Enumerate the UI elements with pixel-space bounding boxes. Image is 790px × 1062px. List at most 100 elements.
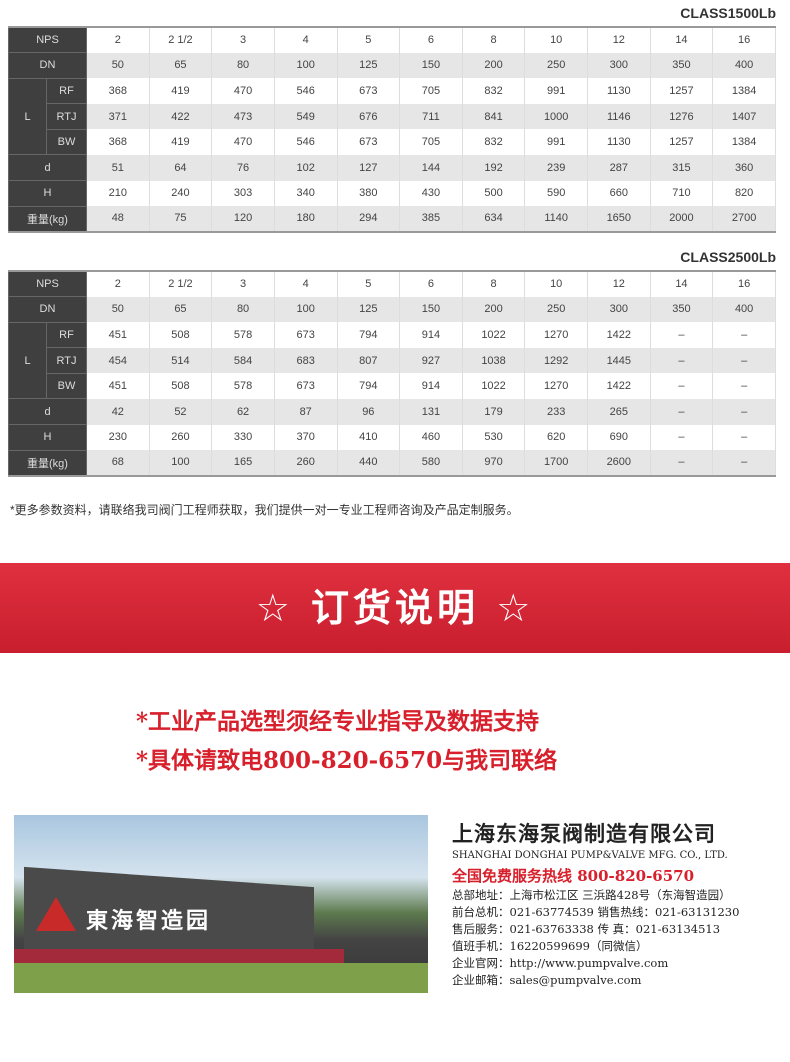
table-row: 重量(kg) 48 75 120 180 294 385 634 1140 1650 2000 270…	[8, 205, 776, 233]
table-cell: 300	[587, 52, 651, 79]
table-cell: 150	[399, 52, 463, 79]
table-cell: 14	[650, 27, 714, 53]
table-cell: 2700	[712, 206, 776, 232]
table-cell: 1270	[524, 322, 588, 348]
row-label: H	[8, 180, 87, 207]
address: 总部地址：上海市松江区 三浜路428号（东海智造园）	[452, 888, 731, 902]
table-cell: 1140	[524, 206, 588, 232]
row-label: BW	[46, 372, 87, 400]
table-cell: 14	[650, 271, 714, 297]
table-cell: 991	[524, 129, 588, 155]
table-cell: 451	[86, 322, 150, 348]
table-cell: 4	[274, 271, 338, 297]
table-row: H 230 260 330 370 410 460 530 620 690– –	[8, 424, 776, 451]
table-cell: 368	[86, 129, 150, 155]
hotline: 全国免费服务热线 800-820-6570	[452, 867, 695, 885]
table-cell: 180	[274, 206, 338, 232]
table-cell: 165	[211, 450, 275, 476]
table-cell: 634	[462, 206, 526, 232]
table-cell: 1038	[462, 347, 526, 374]
row-label: NPS	[8, 26, 87, 54]
row-label: H	[8, 424, 87, 451]
table-row: DN 50 65 80 100 125 150 200 250 300 350 400	[8, 52, 776, 79]
table-cell: 150	[399, 296, 463, 323]
row-label: L	[8, 321, 47, 400]
row-label: RTJ	[46, 347, 87, 374]
table-cell: 50	[86, 52, 150, 79]
table-cell: 368	[86, 78, 150, 104]
email-link[interactable]: 企业邮箱：sales@pumpvalve.com	[452, 973, 642, 987]
table-cell: 832	[462, 129, 526, 155]
table-cell: 578	[211, 322, 275, 348]
table-cell: 210	[86, 180, 150, 207]
table-cell: 430	[399, 180, 463, 207]
table-cell: 100	[149, 450, 213, 476]
table-cell: 1650	[587, 206, 651, 232]
table-cell: 440	[337, 450, 401, 476]
table-cell: 2	[86, 271, 150, 297]
row-label: DN	[8, 52, 87, 79]
table-cell: 832	[462, 78, 526, 104]
table-cell: –	[712, 398, 776, 425]
table-cell: 125	[337, 296, 401, 323]
table-cell: 371	[86, 103, 150, 130]
table-cell: 1276	[650, 103, 714, 130]
table-cell: –	[650, 450, 714, 476]
spec-table-class1500: NPS 2 2 1/2 3 4 5 6 8 10 12 14 16 DN 50 65 80 100 125 150 2…	[8, 26, 776, 233]
table-cell: 2600	[587, 450, 651, 476]
note-text: *更多参数资料，请联络我司阀门工程师获取，我们提供一对一专业工程师咨询及产品定制…	[10, 503, 519, 517]
table-row: BW 451 508 578 673 794 914 1022 1270 1422– –	[9, 372, 776, 400]
row-label: NPS	[8, 270, 87, 298]
table-cell: 508	[149, 373, 213, 399]
table-cell: 51	[86, 154, 150, 181]
table-cell: 1257	[650, 78, 714, 104]
table-cell: 62	[211, 398, 275, 425]
table-cell: 470	[211, 78, 275, 104]
table-cell: 530	[462, 424, 526, 451]
table-cell: –	[712, 450, 776, 476]
table-cell: 131	[399, 398, 463, 425]
table-cell: –	[712, 424, 776, 451]
table-cell: 230	[86, 424, 150, 451]
table-cell: 1422	[587, 373, 651, 399]
table-cell: 303	[211, 180, 275, 207]
table-cell: 100	[274, 52, 338, 79]
table-cell: 96	[337, 398, 401, 425]
phones: 前台总机：021-63774539 销售热线：021-63131230	[452, 905, 740, 919]
mobile: 值班手机：16220599699（同微信）	[452, 939, 648, 953]
table-cell: 1257	[650, 129, 714, 155]
table-cell: 419	[149, 129, 213, 155]
table-cell: 370	[274, 424, 338, 451]
table-cell: 3	[211, 27, 275, 53]
row-label: d	[8, 398, 87, 426]
table-cell: 578	[211, 373, 275, 399]
table-cell: 1384	[712, 78, 776, 104]
factory-photo: 東海智造园	[14, 815, 428, 993]
row-label: L	[8, 77, 47, 156]
row-label: d	[8, 154, 87, 182]
table-cell: 620	[524, 424, 588, 451]
table-cell: 330	[211, 424, 275, 451]
table-cell: 546	[274, 78, 338, 104]
service-fax: 售后服务：021-63763338 传 真：021-63134513	[452, 922, 721, 936]
spec-table-class2500: NPS 2 2 1/2 3 4 5 6 8 10 12 14 16 DN 50 65 80 100 125 150 2…	[8, 270, 776, 477]
table-cell: 340	[274, 180, 338, 207]
table-cell: 1292	[524, 347, 588, 374]
order-banner: ☆ 订货说明 ☆	[0, 563, 790, 653]
table-cell: 233	[524, 398, 588, 425]
website-link[interactable]: 企业官网：http://www.pumpvalve.com	[452, 956, 669, 970]
table-cell: 422	[149, 103, 213, 130]
table-cell: 192	[462, 154, 526, 181]
table-cell: 419	[149, 78, 213, 104]
table-cell: 12	[587, 271, 651, 297]
table-cell: –	[650, 347, 714, 374]
table-cell: –	[650, 398, 714, 425]
table-cell: 470	[211, 129, 275, 155]
table-cell: 970	[462, 450, 526, 476]
table-cell: 3	[211, 271, 275, 297]
company-info: 上海东海泵阀制造有限公司 SHANGHAI DONGHAI PUMP&VALVE…	[452, 818, 739, 988]
table-row: BW 368 419 470 546 673 705 832 991 1130 1257 1384	[9, 128, 776, 156]
table-cell: 260	[274, 450, 338, 476]
table-cell: 48	[86, 206, 150, 232]
table-cell: 1130	[587, 78, 651, 104]
